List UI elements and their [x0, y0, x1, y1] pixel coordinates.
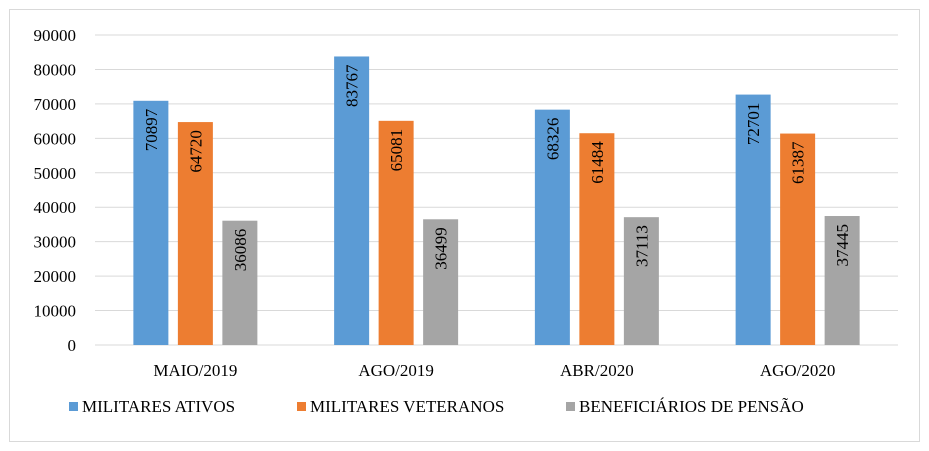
data-label: 65081: [387, 129, 406, 172]
y-tick-label: 80000: [34, 60, 77, 79]
y-tick-label: 50000: [34, 164, 77, 183]
x-tick-label: AGO/2019: [358, 361, 434, 380]
legend: MILITARES ATIVOS MILITARES VETERANOS BENEF…: [69, 397, 804, 416]
y-tick-label: 90000: [34, 26, 77, 45]
y-tick-label: 30000: [34, 233, 77, 252]
data-label: 68326: [543, 118, 562, 161]
x-axis-ticks: MAIO/2019 AGO/2019 ABR/2020 AGO/2020: [153, 361, 835, 380]
y-tick-label: 0: [68, 336, 77, 355]
bar: [623, 217, 659, 345]
bar: [579, 133, 615, 345]
x-tick-label: ABR/2020: [560, 361, 634, 380]
y-axis-ticks: 0 10000 20000 30000 40000 50000 60000 70000 8000…: [34, 26, 77, 355]
y-tick-label: 60000: [34, 129, 77, 148]
data-label: 70897: [142, 108, 161, 151]
legend-label: MILITARES VETERANOS: [310, 397, 504, 416]
legend-swatch: [566, 402, 575, 411]
bar: [334, 56, 370, 345]
x-tick-label: MAIO/2019: [153, 361, 237, 380]
bar: [780, 133, 816, 345]
y-tick-label: 70000: [34, 95, 77, 114]
data-labels: 70897 64720 36086 83767 65081 36499 68326 61484…: [142, 64, 852, 271]
bars: [133, 56, 860, 345]
y-tick-label: 10000: [34, 302, 77, 321]
data-label: 37113: [632, 225, 651, 267]
bar: [222, 220, 258, 345]
bar: [423, 219, 459, 345]
x-tick-label: AGO/2020: [760, 361, 836, 380]
bar: [824, 216, 860, 345]
legend-label: BENEFICIÁRIOS DE PENSÃO: [579, 397, 804, 416]
data-label: 64720: [186, 130, 205, 173]
bar: [534, 109, 570, 345]
bar: [735, 94, 771, 345]
legend-label: MILITARES ATIVOS: [82, 397, 235, 416]
data-label: 36499: [432, 227, 451, 270]
gridlines: [95, 34, 898, 346]
data-label: 36086: [231, 229, 250, 272]
y-tick-label: 20000: [34, 267, 77, 286]
legend-swatch: [297, 402, 306, 411]
data-label: 37445: [833, 224, 852, 266]
bar: [378, 120, 414, 345]
y-tick-label: 40000: [34, 198, 77, 217]
data-label: 83767: [343, 64, 362, 107]
legend-swatch: [69, 402, 78, 411]
bar: [133, 100, 169, 345]
data-label: 61484: [588, 141, 607, 184]
bar: [177, 122, 213, 345]
data-label: 61387: [789, 141, 808, 184]
data-label: 72701: [744, 103, 763, 146]
